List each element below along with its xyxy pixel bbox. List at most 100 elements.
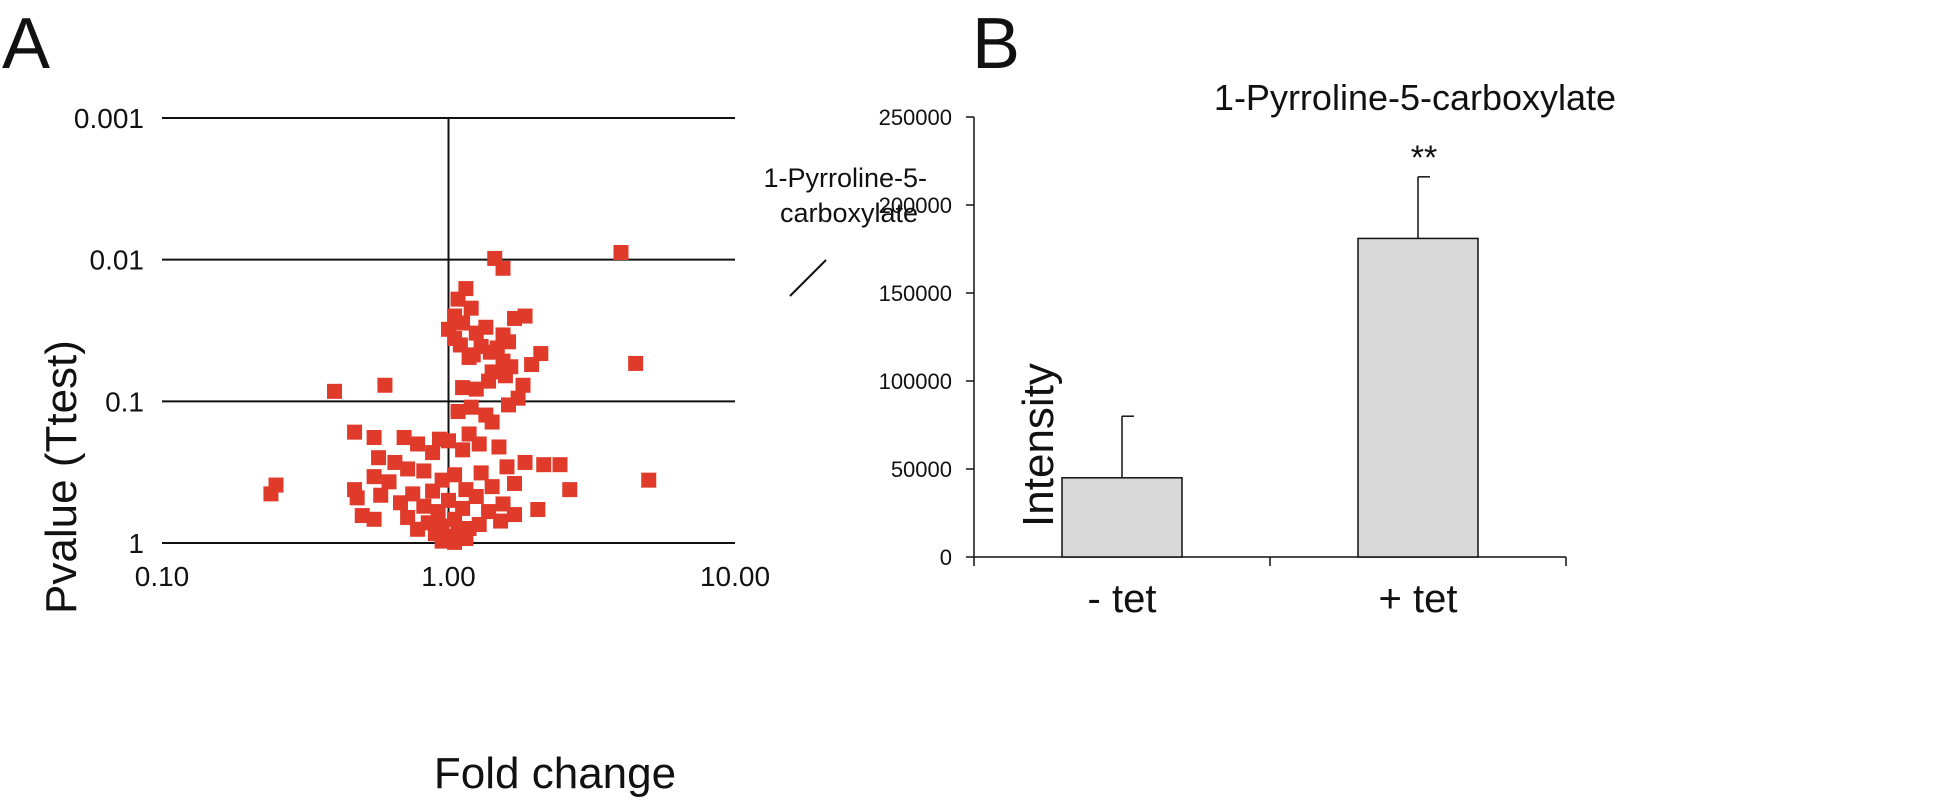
scatter-point-32	[468, 381, 484, 397]
scatter-point-83	[530, 501, 546, 517]
panel-b-y-tick-label: 0	[940, 545, 952, 570]
scatter-point-44	[396, 429, 412, 445]
panel-a-y-tick-label: 0.001	[74, 103, 144, 134]
panel-a-x-tick-label: 0.10	[135, 561, 190, 592]
scatter-point-24	[628, 355, 644, 371]
scatter-point-80	[495, 496, 511, 512]
scatter-point-67	[507, 475, 523, 491]
panel-letter-a: A	[2, 4, 50, 84]
scatter-point-86	[354, 508, 370, 524]
scatter-point-100	[458, 531, 474, 547]
scatter-point-74	[405, 486, 421, 502]
scatter-point-81	[416, 498, 432, 514]
panel-a-points	[263, 244, 657, 550]
category-label-0: - tet	[1088, 577, 1157, 621]
scatter-point-65	[381, 474, 397, 490]
scatter-point-85	[481, 504, 497, 520]
scatter-point-22	[461, 349, 477, 365]
scatter-point-55	[552, 457, 568, 473]
scatter-point-30	[515, 377, 531, 393]
scatter-point-0	[613, 244, 629, 260]
panel-a-annotation-leader	[789, 259, 827, 297]
scatter-point-42	[347, 424, 363, 440]
scatter-point-34	[377, 377, 393, 393]
scatter-point-91	[493, 513, 509, 529]
scatter-point-62	[366, 469, 382, 485]
scatter-point-102	[447, 534, 463, 550]
scatter-point-25	[524, 357, 540, 373]
scatter-point-90	[447, 511, 463, 527]
panel-b-y-tick-label: 150000	[879, 281, 952, 306]
panel-a-x-axis-title: Fold change	[434, 749, 676, 798]
scatter-point-29	[481, 373, 497, 389]
scatter-point-59	[416, 463, 432, 479]
panel-b-category-labels: - tet + tet	[1088, 577, 1458, 621]
scatter-point-50	[455, 442, 471, 458]
scatter-point-31	[455, 380, 471, 396]
scatter-point-72	[425, 483, 441, 499]
scatter-point-79	[393, 495, 409, 511]
scatter-point-60	[473, 465, 489, 481]
panel-a-y-axis-title: Pvalue (Ttest)	[37, 340, 86, 614]
scatter-point-58	[400, 461, 416, 477]
scatter-point-8	[455, 315, 471, 331]
panel-a-x-tick-labels: 0.10 1.00 10.00	[135, 561, 770, 592]
scatter-point-56	[536, 457, 552, 473]
panel-a-y-tick-labels: 0.001 0.01 0.1 1	[74, 103, 144, 559]
scatter-point-46	[441, 433, 456, 449]
panel-a-annotation-line-1: 1-Pyrroline-5-	[763, 163, 927, 193]
significance-marker-1: **	[1411, 139, 1437, 177]
scatter-point-4	[450, 291, 466, 307]
scatter-point-16	[452, 337, 468, 353]
panel-b-title: 1-Pyrroline-5-carboxylate	[1214, 77, 1616, 118]
scatter-point-77	[349, 490, 365, 506]
scatter-point-73	[263, 486, 279, 502]
scatter-point-20	[482, 344, 498, 360]
panel-a-y-tick-label: 0.01	[90, 245, 145, 276]
scatter-point-61	[447, 467, 463, 483]
scatter-point-54	[517, 454, 533, 470]
scatter-point-36	[501, 397, 517, 413]
panel-a-x-tick-label: 10.00	[700, 561, 770, 592]
scatter-point-2	[495, 260, 511, 276]
panel-a-x-tick-label: 1.00	[421, 561, 476, 592]
panel-a-y-tick-label: 0.1	[105, 386, 144, 417]
scatter-point-64	[641, 472, 657, 488]
scatter-point-37	[463, 399, 479, 415]
scatter-point-47	[471, 436, 487, 452]
panel-a-annotation: 1-Pyrroline-5- carboxylate	[763, 163, 934, 228]
scatter-point-5	[463, 300, 479, 316]
scatter-point-52	[371, 450, 387, 466]
scatter-point-89	[366, 511, 382, 527]
scatter-point-12	[468, 325, 484, 341]
scatter-point-68	[484, 479, 500, 495]
scatter-point-101	[434, 533, 450, 549]
panel-a: A 0.001 0.01 0.1 1 0.10 1.00 10.00 Fold chang…	[2, 4, 934, 798]
scatter-point-69	[562, 482, 578, 498]
panel-b: B 1-Pyrroline-5-carboxylate 0 50000 100000…	[879, 4, 1617, 621]
scatter-point-49	[491, 439, 507, 455]
category-label-1: + tet	[1379, 577, 1458, 621]
panel-b-y-tick-label: 250000	[879, 105, 952, 130]
bar-0	[1061, 477, 1183, 558]
panel-b-y-tick-label: 100000	[879, 369, 952, 394]
panel-a-y-tick-label: 1	[128, 528, 144, 559]
panel-a-annotation-line-2: carboxylate	[780, 198, 918, 228]
scatter-point-57	[499, 459, 515, 475]
scatter-point-33	[326, 383, 342, 399]
scatter-point-88	[400, 509, 416, 525]
panel-b-bars: **	[1061, 139, 1479, 558]
scatter-point-28	[497, 368, 513, 384]
bar-1	[1357, 237, 1479, 558]
panel-b-y-tick-labels: 0 50000 100000 150000 200000 250000	[879, 105, 952, 570]
panel-letter-b: B	[972, 4, 1020, 84]
scatter-point-48	[410, 436, 426, 452]
panel-b-y-tick-label: 200000	[879, 193, 952, 218]
scatter-point-39	[450, 404, 466, 420]
panel-b-y-tick-label: 50000	[891, 457, 952, 482]
scatter-point-9	[517, 308, 533, 324]
scatter-point-96	[410, 521, 426, 537]
scatter-point-53	[387, 454, 403, 470]
scatter-point-43	[366, 429, 382, 445]
